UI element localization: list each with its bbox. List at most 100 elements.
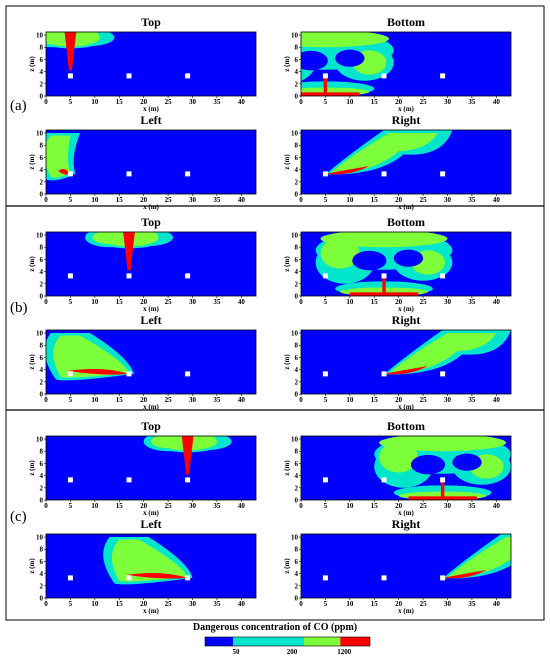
x-tick-label: 10 — [91, 298, 99, 306]
panel-title: Bottom — [387, 15, 425, 29]
x-tick-label: 0 — [44, 298, 48, 306]
x-tick-label: 0 — [44, 98, 48, 106]
panel-title: Top — [141, 215, 161, 229]
x-tick-label: 20 — [395, 298, 403, 306]
panel-title: Right — [392, 313, 421, 327]
sensor-marker — [381, 73, 387, 79]
plume-group — [46, 333, 134, 381]
x-tick-label: 35 — [213, 502, 221, 510]
x-tick-label: 35 — [213, 196, 221, 204]
y-axis-label: z (m) — [283, 56, 291, 72]
x-tick-label: 35 — [468, 600, 476, 608]
y-axis-label: z (m) — [28, 154, 36, 170]
panel-top: Top 0 5 10 15 20 25 30 35 40 0 2 4 6 8 10 x (m) z (m) — [28, 419, 257, 517]
y-tick-label: 2 — [40, 378, 44, 386]
sensor-marker — [322, 273, 328, 279]
y-tick-label: 6 — [40, 354, 44, 362]
x-tick-label: 10 — [346, 196, 354, 204]
sensor-marker — [381, 575, 387, 581]
x-tick-label: 30 — [444, 600, 452, 608]
x-tick-label: 10 — [91, 196, 99, 204]
concentration-region — [410, 454, 446, 475]
sensor-marker — [381, 273, 387, 279]
sensor-marker — [322, 575, 328, 581]
sensor-marker — [67, 273, 73, 279]
sensor-marker — [322, 477, 328, 483]
plot-frame — [45, 533, 257, 599]
y-tick-label: 8 — [295, 342, 299, 350]
sensor-marker — [322, 171, 328, 177]
sensor-marker — [67, 477, 73, 483]
x-tick-label: 40 — [238, 298, 246, 306]
panel-title: Left — [140, 113, 161, 127]
concentration-region — [330, 133, 438, 174]
x-tick-label: 5 — [69, 298, 73, 306]
x-tick-label: 15 — [116, 502, 124, 510]
x-tick-label: 0 — [299, 196, 303, 204]
panel-right: Right 0 5 10 15 20 25 30 35 40 0 2 4 6 8 10 x (m) z (m) — [283, 313, 512, 411]
x-axis-label: x (m) — [143, 509, 159, 517]
y-tick-label: 0 — [295, 293, 299, 301]
y-tick-label: 6 — [295, 256, 299, 264]
y-tick-label: 6 — [295, 56, 299, 64]
y-axis-label: z (m) — [28, 460, 36, 476]
x-tick-label: 30 — [189, 196, 197, 204]
plume-group — [46, 133, 81, 181]
x-tick-label: 30 — [189, 98, 197, 106]
concentration-region — [181, 436, 194, 475]
concentration-region — [301, 50, 328, 71]
x-axis-label: x (m) — [143, 403, 159, 411]
y-tick-label: 0 — [40, 497, 44, 505]
y-tick-label: 4 — [295, 68, 299, 76]
x-tick-label: 20 — [140, 502, 148, 510]
plume-group — [384, 330, 511, 375]
x-tick-label: 40 — [493, 98, 501, 106]
concentration-region — [382, 274, 386, 296]
y-tick-label: 6 — [295, 558, 299, 566]
panel-title: Right — [392, 113, 421, 127]
x-tick-label: 35 — [468, 502, 476, 510]
x-tick-label: 10 — [346, 298, 354, 306]
x-tick-label: 25 — [420, 98, 428, 106]
panel-right: Right 0 5 10 15 20 25 30 35 40 0 2 4 6 8 10 x (m) z (m) — [283, 517, 512, 615]
x-tick-label: 5 — [69, 502, 73, 510]
concentration-region — [301, 32, 389, 48]
y-tick-label: 2 — [295, 378, 299, 386]
y-tick-label: 10 — [291, 330, 299, 338]
x-tick-label: 40 — [238, 600, 246, 608]
concentration-region — [384, 365, 428, 375]
y-tick-label: 8 — [295, 546, 299, 554]
y-tick-label: 8 — [40, 244, 44, 252]
x-tick-label: 15 — [371, 98, 379, 106]
y-axis-label: z (m) — [283, 460, 291, 476]
x-tick-label: 5 — [324, 502, 328, 510]
y-tick-label: 10 — [36, 232, 44, 240]
plot-frame — [300, 329, 512, 395]
plume-group — [143, 436, 232, 475]
x-tick-label: 35 — [213, 298, 221, 306]
panel-title: Left — [140, 313, 161, 327]
x-tick-label: 35 — [213, 600, 221, 608]
x-axis-label: x (m) — [143, 105, 159, 113]
y-tick-label: 4 — [295, 472, 299, 480]
x-tick-label: 20 — [140, 600, 148, 608]
y-tick-label: 10 — [291, 130, 299, 138]
concentration-region — [379, 442, 419, 473]
y-tick-label: 4 — [40, 472, 44, 480]
y-tick-label: 4 — [40, 68, 44, 76]
y-tick-label: 2 — [295, 582, 299, 590]
y-tick-label: 10 — [36, 32, 44, 40]
panel-top: Top 0 5 10 15 20 25 30 35 40 0 2 4 6 8 10 x (m) z (m) — [28, 15, 257, 113]
y-axis-label: z (m) — [28, 256, 36, 272]
panel-bottom: Bottom 0 5 10 15 20 25 30 35 40 0 2 4 6 8 10 x (m) z (m) — [283, 419, 512, 517]
plot-frame — [45, 31, 257, 97]
plume-group — [442, 534, 511, 579]
y-axis-label: z (m) — [283, 558, 291, 574]
x-tick-label: 40 — [493, 298, 501, 306]
x-tick-label: 30 — [444, 98, 452, 106]
y-tick-label: 6 — [295, 460, 299, 468]
x-tick-label: 20 — [395, 196, 403, 204]
x-tick-label: 10 — [91, 98, 99, 106]
x-tick-label: 15 — [116, 600, 124, 608]
x-tick-label: 30 — [189, 600, 197, 608]
